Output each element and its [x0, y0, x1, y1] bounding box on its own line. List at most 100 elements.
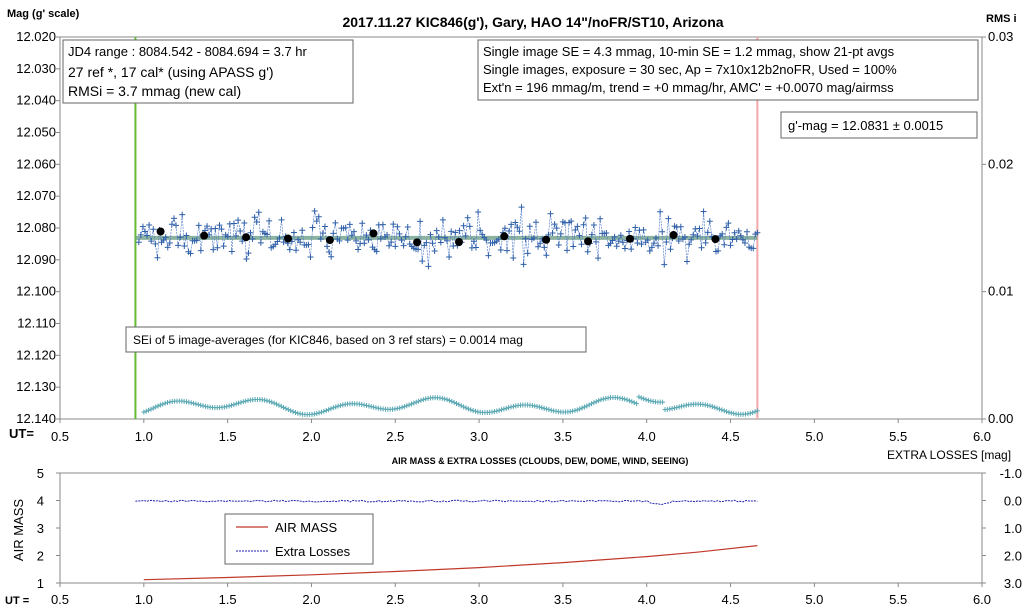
average-data-point	[542, 235, 551, 244]
target-data-point	[663, 239, 670, 246]
target-data-point	[464, 214, 471, 221]
target-data-point	[332, 219, 339, 226]
target-data-point	[543, 252, 550, 259]
target-data-point	[311, 207, 318, 214]
target-data-point	[297, 239, 304, 246]
check-data-point	[283, 406, 289, 412]
top-x-ticks: 0.5 1.0 1.5 2.0 2.5 3.0 3.5 4.0 4.5 5.0 5.5 6.0	[51, 419, 991, 444]
check-data-point	[752, 409, 758, 415]
target-data-point	[280, 239, 287, 246]
target-data-point	[615, 238, 622, 245]
check-data-point	[619, 396, 625, 402]
check-data-point	[316, 410, 322, 416]
check-data-point	[714, 405, 720, 411]
target-data-point	[652, 234, 659, 241]
top-y-tick-label: 12.030	[16, 61, 56, 76]
check-data-point	[629, 399, 635, 405]
target-data-point	[321, 223, 328, 230]
target-data-point	[249, 236, 256, 243]
check-data-point	[463, 405, 469, 411]
check-data-point	[337, 402, 343, 408]
target-data-point	[344, 237, 351, 244]
check-data-point	[593, 399, 599, 405]
check-data-point	[240, 399, 246, 405]
check-data-point	[728, 410, 734, 416]
target-data-point	[237, 227, 244, 234]
top-x-tick-label: 3.0	[470, 429, 488, 444]
check-data-point	[148, 406, 154, 412]
target-data-point	[179, 211, 186, 218]
top-y-tick-label: 12.140	[16, 411, 56, 426]
top-y-tick-label: 12.130	[16, 379, 56, 394]
check-data-point	[707, 403, 713, 409]
target-data-point	[317, 235, 324, 242]
check-data-point	[442, 396, 448, 402]
exposure-text: Single images, exposure = 30 sec, Ap = 7…	[483, 62, 897, 77]
check-data-point	[423, 396, 429, 402]
check-data-point	[456, 402, 462, 408]
check-data-point	[491, 409, 497, 415]
check-data-point	[157, 402, 163, 408]
average-data-point	[283, 234, 292, 243]
target-data-point	[739, 236, 746, 243]
target-data-point	[731, 229, 738, 236]
target-data-point	[379, 221, 386, 228]
target-data-point	[677, 223, 684, 230]
check-data-point	[155, 403, 161, 409]
target-data-point	[187, 250, 194, 257]
bottom-y-tick-label: 4	[37, 494, 44, 509]
average-points	[156, 227, 720, 247]
target-data-point	[214, 244, 221, 251]
bottom-x-tick-label: 5.5	[889, 592, 907, 607]
target-data-point	[390, 221, 397, 228]
target-data-point	[239, 238, 246, 245]
check-data-point	[626, 398, 632, 404]
check-data-point	[449, 398, 455, 404]
airmass-series-line	[143, 545, 758, 581]
top-x-tick-label: 5.5	[889, 429, 907, 444]
target-data-point	[355, 246, 362, 253]
target-data-point	[501, 225, 508, 232]
check-data-point	[368, 404, 374, 410]
target-data-point	[460, 222, 467, 229]
target-data-point	[690, 231, 697, 238]
target-data-point	[162, 234, 169, 241]
bottom-x-tick-label: 3.5	[554, 592, 572, 607]
target-data-point	[266, 217, 273, 224]
target-data-point	[417, 218, 424, 225]
target-data-point	[307, 253, 314, 260]
check-data-point	[285, 407, 291, 413]
target-data-point	[698, 244, 705, 251]
check-data-point	[648, 398, 654, 404]
target-data-point	[402, 233, 409, 240]
target-data-point	[212, 225, 219, 232]
check-data-point	[508, 404, 514, 410]
target-data-point	[514, 224, 521, 231]
target-data-point	[621, 245, 628, 252]
target-data-point	[137, 231, 144, 238]
check-data-point	[622, 396, 628, 402]
target-data-point	[361, 240, 368, 247]
target-data-point	[530, 235, 537, 242]
check-data-point	[416, 398, 422, 404]
average-data-point	[711, 235, 720, 244]
target-data-point	[425, 263, 432, 270]
check-data-point	[461, 404, 467, 410]
target-data-point	[216, 222, 223, 229]
check-data-point	[465, 406, 471, 412]
target-data-point	[572, 226, 579, 233]
bottom-y-ticks: 5 4 3 2 1	[37, 466, 60, 591]
target-data-point	[648, 244, 655, 251]
target-data-point	[626, 228, 633, 235]
check-data-point	[506, 405, 512, 411]
target-data-point	[195, 222, 202, 229]
target-data-point	[512, 219, 519, 226]
target-series-points	[135, 204, 761, 270]
legend-losses-label: Extra Losses	[275, 544, 351, 559]
target-data-point	[164, 244, 171, 251]
check-data-point	[726, 409, 732, 415]
target-data-point	[706, 218, 713, 225]
target-data-point	[570, 243, 577, 250]
top-y-tick-label: 12.020	[16, 29, 56, 44]
bottom-y-tick-label: 2	[37, 549, 44, 564]
